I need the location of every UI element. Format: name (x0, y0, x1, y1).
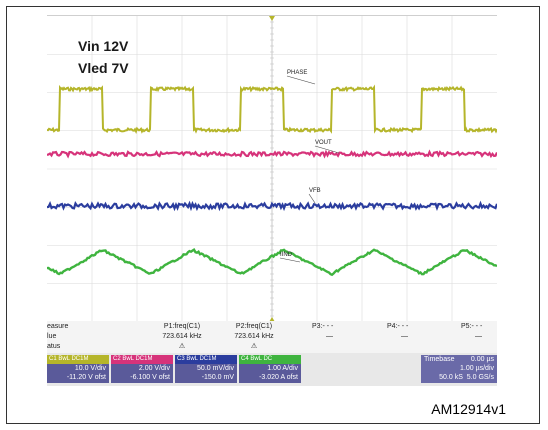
channel-bar: C1 BwL DC1M 10.0 V/div -11.20 V ofst C2 … (47, 353, 497, 386)
p5-label: P5:- - - (461, 323, 483, 330)
measure-p4[interactable]: P4:- - - — (387, 322, 408, 342)
trigger-marker-icon (269, 16, 275, 21)
measure-p1[interactable]: P1:freq(C1) 723.614 kHz ⚠ (147, 322, 217, 352)
value-label: lue (47, 333, 57, 340)
trace-leader-line (314, 145, 340, 154)
trace-leader-line (286, 75, 316, 85)
channel-c2-descriptor[interactable]: C2 BwL DC1M 2.00 V/div -6.100 V ofst (111, 355, 173, 383)
waveform-plot: PHASE VOUT VFB IIND (47, 16, 497, 322)
channel-c3-scale: 50.0 mV/div (197, 365, 234, 372)
trace-label-vfb: VFB (309, 188, 321, 194)
p3-value: — (326, 333, 333, 340)
channel-c2-offset: -6.100 V ofst (130, 374, 170, 381)
channel-c4-scale: 1.00 A/div (267, 365, 298, 372)
p3-label: P3:- - - (312, 323, 334, 330)
trace-label-iind: IIND (280, 252, 293, 258)
channel-c4-descriptor[interactable]: C4 BwL DC 1.00 A/div -3.020 A ofst (239, 355, 301, 383)
waveform-screen: PHASE VOUT VFB IIND Vin 12V Vled 7V (47, 15, 497, 322)
phase-trace (47, 84, 497, 135)
trace-leader-line (279, 257, 301, 263)
trace-label-vout: VOUT (315, 140, 332, 146)
p5-value: — (475, 333, 482, 340)
p1-value: 723.614 kHz (162, 333, 202, 340)
p4-label: P4:- - - (387, 323, 409, 330)
channel-c1-descriptor[interactable]: C1 BwL DC1M 10.0 V/div -11.20 V ofst (47, 355, 109, 383)
status-label: atus (47, 343, 61, 350)
timebase-label: Timebase (424, 356, 455, 363)
channel-c1-scale: 10.0 V/div (74, 365, 106, 372)
channel-c3-header: C3 BwL DC1M (175, 355, 237, 364)
trace-leader-line (308, 193, 316, 204)
measurement-panel: easure lue atus P1:freq(C1) 723.614 kHz … (47, 321, 497, 353)
channel-c3-descriptor[interactable]: C3 BwL DC1M 50.0 mV/div -150.0 mV (175, 355, 237, 383)
oscilloscope-display: PHASE VOUT VFB IIND Vin 12V Vled 7V easure … (47, 15, 497, 386)
measure-p5[interactable]: P5:- - - — (461, 322, 482, 342)
p2-status-icon: ⚠ (250, 343, 258, 350)
p4-value: — (401, 333, 408, 340)
vout-trace (47, 149, 497, 159)
channel-c1-settings: 10.0 V/div -11.20 V ofst (47, 364, 109, 383)
measure-p2[interactable]: P2:freq(C1) 723.614 kHz ⚠ (219, 322, 289, 352)
channel-c2-settings: 2.00 V/div -6.100 V ofst (111, 364, 173, 383)
measure-label: easure (47, 323, 69, 330)
measure-p3[interactable]: P3:- - - — (312, 322, 333, 342)
channel-c2-header: C2 BwL DC1M (111, 355, 173, 364)
channel-c1-offset: -11.20 V ofst (66, 374, 106, 381)
channel-c2-scale: 2.00 V/div (138, 365, 170, 372)
p2-value: 723.614 kHz (234, 333, 274, 340)
vin-annotation: Vin 12V (78, 38, 129, 54)
channel-c4-header: C4 BwL DC (239, 355, 301, 364)
p1-label: P1:freq(C1) (163, 323, 201, 330)
trace-label-phase: PHASE (287, 70, 307, 76)
channel-c1-header: C1 BwL DC1M (47, 355, 109, 364)
channel-c4-offset: -3.020 A ofst (259, 374, 298, 381)
iind-trace (47, 248, 497, 277)
timebase-delay: 0.00 µs (470, 356, 494, 363)
position-marker-icon (269, 317, 275, 322)
timebase-scale: 1.00 µs/div (460, 365, 494, 372)
vled-annotation: Vled 7V (78, 60, 129, 76)
channel-c4-settings: 1.00 A/div -3.020 A ofst (239, 364, 301, 383)
measure-row-labels: easure lue atus (47, 322, 68, 352)
p2-label: P2:freq(C1) (235, 323, 273, 330)
channel-c3-offset: -150.0 mV (201, 374, 234, 381)
channel-c3-settings: 50.0 mV/div -150.0 mV (175, 364, 237, 383)
p1-status-icon: ⚠ (178, 343, 186, 350)
vfb-trace (47, 200, 497, 212)
timebase-descriptor[interactable]: Timebase 0.00 µs 1.00 µs/div 50.0 kS 5.0… (421, 355, 497, 383)
figure-id: AM12914v1 (431, 401, 506, 417)
timebase-sampling: 50.0 kS 5.0 GS/s (439, 374, 494, 381)
